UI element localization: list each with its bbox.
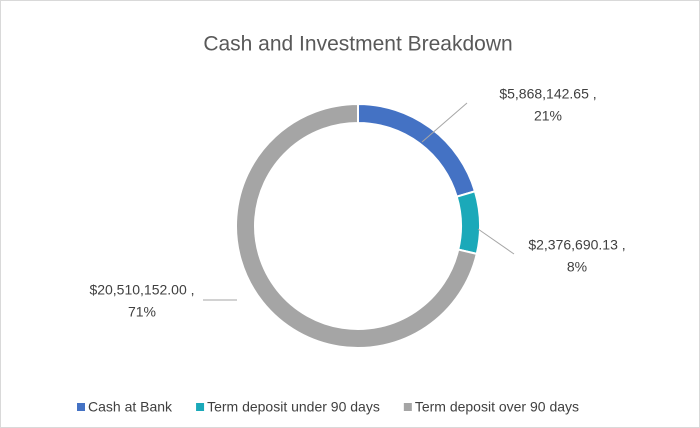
donut-slice (235, 102, 478, 349)
percent-label: 21% (534, 108, 562, 124)
data-label: $20,510,152.00 , (89, 282, 194, 298)
legend-label: Cash at Bank (88, 399, 173, 415)
chart-title: Cash and Investment Breakdown (203, 33, 512, 56)
leader-line (421, 102, 468, 143)
leader-line (477, 228, 515, 255)
legend-swatch (196, 403, 205, 411)
legend-label: Term deposit under 90 days (207, 399, 380, 415)
data-label: $2,376,690.13 , (528, 237, 625, 253)
legend-swatch (403, 403, 412, 411)
data-label: $5,868,142.65 , (499, 86, 596, 102)
donut-slice (455, 190, 481, 256)
percent-label: 8% (567, 259, 587, 275)
legend-swatch (77, 403, 85, 411)
percent-label: 71% (128, 304, 156, 320)
legend-label: Term deposit over 90 days (415, 399, 579, 415)
